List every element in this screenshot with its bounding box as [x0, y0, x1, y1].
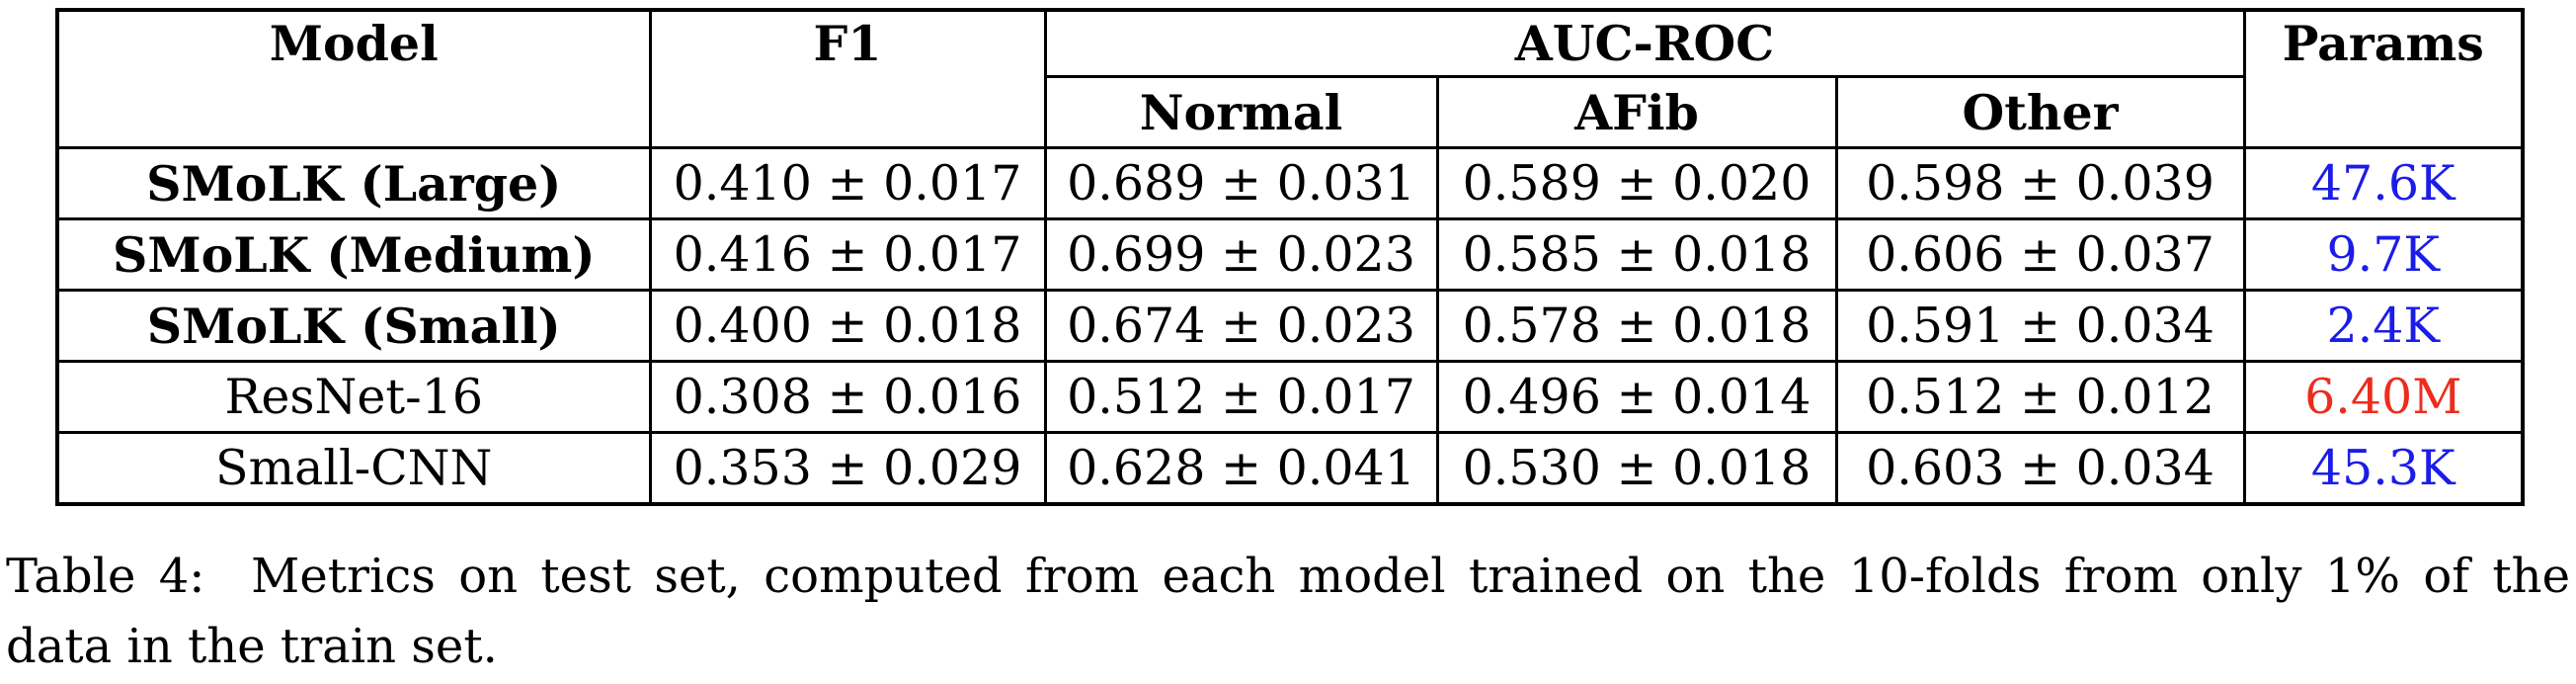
cell-params: 47.6K — [2242, 146, 2525, 220]
cell-f1: 0.353 ± 0.029 — [648, 431, 1047, 506]
cell-normal: 0.674 ± 0.023 — [1043, 289, 1439, 363]
cell-other: 0.512 ± 0.012 — [1834, 360, 2246, 434]
cell-normal: 0.628 ± 0.041 — [1043, 431, 1439, 506]
cell-afib: 0.578 ± 0.018 — [1435, 289, 1838, 363]
header-row-sub: Normal AFib Other — [57, 75, 2523, 149]
cell-other: 0.606 ± 0.037 — [1834, 217, 2246, 292]
col-header-model: Model — [55, 8, 652, 149]
col-header-afib: AFib — [1435, 75, 1838, 149]
cell-normal: 0.512 ± 0.017 — [1043, 360, 1439, 434]
cell-f1: 0.400 ± 0.018 — [648, 289, 1047, 363]
cell-params: 9.7K — [2242, 217, 2525, 292]
table-row: SMoLK (Medium) 0.416 ± 0.017 0.699 ± 0.023… — [55, 217, 2525, 292]
table-row: SMoLK (Large) 0.410 ± 0.017 0.689 ± 0.031 0… — [55, 146, 2525, 220]
cell-params: 6.40M — [2242, 360, 2525, 434]
caption-line-2: data in the train set. — [6, 619, 498, 674]
cell-params: 2.4K — [2242, 289, 2525, 363]
col-header-normal: Normal — [1043, 75, 1439, 149]
cell-f1: 0.308 ± 0.016 — [648, 360, 1047, 434]
table-caption: Table 4: Metrics on test set, computed f… — [6, 542, 2570, 682]
cell-afib: 0.496 ± 0.014 — [1435, 360, 1838, 434]
cell-afib: 0.589 ± 0.020 — [1435, 146, 1838, 220]
cell-afib: 0.585 ± 0.018 — [1435, 217, 1838, 292]
col-header-params: Params — [2242, 8, 2525, 149]
cell-model: ResNet-16 — [55, 360, 652, 434]
cell-normal: 0.689 ± 0.031 — [1043, 146, 1439, 220]
cell-other: 0.591 ± 0.034 — [1834, 289, 2246, 363]
cell-f1: 0.410 ± 0.017 — [648, 146, 1047, 220]
cell-other: 0.603 ± 0.034 — [1834, 431, 2246, 506]
cell-model: Small-CNN — [55, 431, 652, 506]
cell-params: 45.3K — [2242, 431, 2525, 506]
col-header-other: Other — [1834, 75, 2246, 149]
col-header-f1: F1 — [648, 8, 1047, 149]
cell-model: SMoLK (Small) — [55, 289, 652, 363]
cell-afib: 0.530 ± 0.018 — [1435, 431, 1838, 506]
cell-model: SMoLK (Large) — [55, 146, 652, 220]
header-row-top: Model F1 AUC-ROC Params — [55, 8, 2525, 149]
caption-line-1: Table 4: Metrics on test set, computed f… — [6, 549, 2570, 604]
table-row: Small-CNN 0.353 ± 0.029 0.628 ± 0.041 0.530… — [55, 431, 2525, 506]
table-row: ResNet-16 0.308 ± 0.016 0.512 ± 0.017 0.496… — [55, 360, 2525, 434]
cell-other: 0.598 ± 0.039 — [1834, 146, 2246, 220]
cell-normal: 0.699 ± 0.023 — [1043, 217, 1439, 292]
table-row: SMoLK (Small) 0.400 ± 0.018 0.674 ± 0.023 0… — [55, 289, 2525, 363]
cell-f1: 0.416 ± 0.017 — [648, 217, 1047, 292]
cell-model: SMoLK (Medium) — [55, 217, 652, 292]
metrics-table: Model F1 AUC-ROC Params Normal AFib Othe… — [55, 8, 2525, 506]
col-header-auc-roc: AUC-ROC — [1043, 8, 2246, 78]
